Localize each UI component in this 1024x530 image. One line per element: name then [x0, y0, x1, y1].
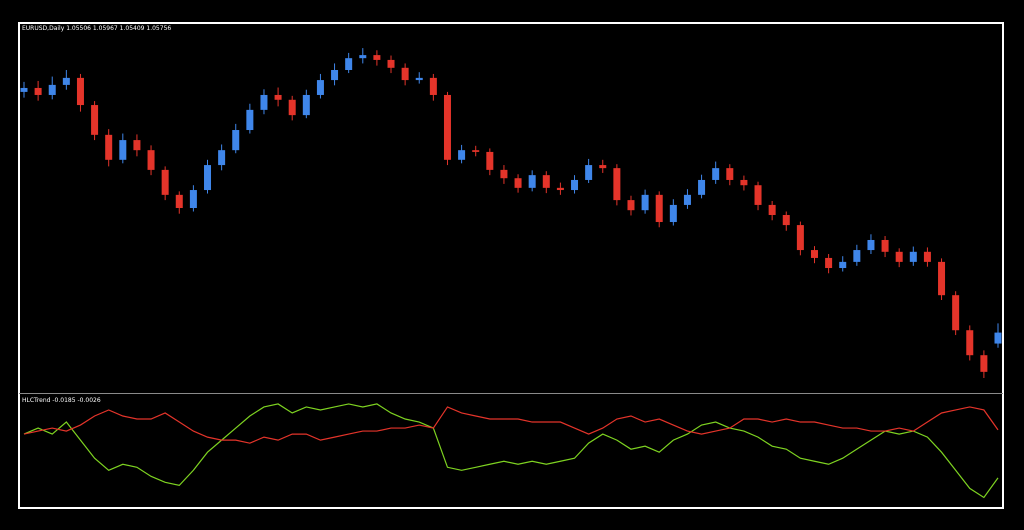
candle-body	[316, 80, 324, 95]
candle-body	[839, 261, 847, 269]
candle-body	[161, 169, 169, 195]
candle-body	[429, 77, 437, 95]
candle-body	[867, 239, 875, 251]
candle-body	[260, 94, 268, 110]
candle-body	[288, 99, 296, 116]
candle-body	[48, 84, 56, 95]
candle-body	[34, 87, 42, 95]
last-open: 1.05506	[66, 25, 91, 32]
candle-body	[655, 194, 663, 223]
candle-body	[302, 94, 310, 116]
candle-body	[246, 109, 254, 131]
candle-body	[938, 261, 946, 296]
candle-body	[613, 168, 621, 201]
candle-body	[599, 165, 607, 169]
candle-body	[726, 168, 734, 180]
candle-body	[556, 187, 564, 191]
candle-body	[232, 130, 240, 151]
candle-body	[443, 94, 451, 160]
indicator-header: HLCTrend -0.0185 -0.0026	[22, 397, 101, 404]
candle-body	[119, 140, 127, 160]
candle-body	[966, 330, 974, 356]
candle-body	[542, 175, 550, 188]
indicator-line	[23, 406, 999, 444]
candle-body	[712, 168, 720, 180]
candle-body	[740, 179, 748, 186]
candle-body	[62, 77, 70, 85]
candle-body	[175, 194, 183, 208]
candle-body	[528, 175, 536, 188]
candle-body	[571, 179, 579, 191]
candle-body	[669, 204, 677, 223]
candle-body	[373, 55, 381, 60]
candle-body	[274, 94, 282, 100]
candle-body	[768, 204, 776, 216]
candle-body	[923, 251, 931, 262]
candle-body	[627, 200, 635, 211]
candle-body	[331, 70, 339, 81]
candle-body	[994, 332, 1002, 344]
candle-body	[980, 355, 988, 372]
chart-frame	[18, 22, 1004, 509]
candle-body	[204, 165, 212, 191]
candle-body	[500, 169, 508, 179]
candle-body	[401, 67, 409, 81]
candle-body	[189, 190, 197, 208]
candle-body	[754, 185, 762, 205]
candle-body	[909, 251, 917, 262]
candle-body	[825, 257, 833, 269]
last-high: 1.05967	[93, 25, 118, 32]
candle-body	[514, 178, 522, 188]
candle-body	[91, 105, 99, 135]
candle-body	[810, 250, 818, 258]
candle-body	[895, 251, 903, 262]
candle-body	[133, 140, 141, 151]
candle-body	[472, 150, 480, 152]
candle-body	[698, 179, 706, 195]
last-low: 1.05409	[120, 25, 145, 32]
candle-body	[76, 77, 84, 106]
candle-body	[641, 194, 649, 211]
candle-body	[952, 295, 960, 331]
candle-body	[782, 215, 790, 226]
price-header: EURUSD,Daily 1.05506 1.05967 1.05409 1.0…	[22, 25, 171, 32]
last-close: 1.05756	[146, 25, 171, 32]
last-green: -0.0185	[52, 397, 75, 404]
candle-body	[218, 150, 226, 166]
candle-body	[359, 55, 367, 59]
candle-body	[683, 194, 691, 205]
last-red: -0.0026	[77, 397, 100, 404]
candle-body	[796, 225, 804, 251]
candle-body	[881, 239, 889, 252]
indicator-title: HLCTrend	[22, 397, 51, 404]
candle-body	[147, 150, 155, 170]
candle-body	[387, 59, 395, 68]
candle-body	[105, 134, 113, 160]
indicator-line	[23, 403, 999, 499]
candle-body	[853, 250, 861, 262]
candle-body	[415, 77, 423, 81]
candle-body	[20, 87, 28, 92]
candle-body	[345, 58, 353, 70]
candle-body	[458, 150, 466, 160]
chart-title: EURUSD,Daily	[22, 25, 65, 32]
candle-body	[585, 165, 593, 180]
candle-body	[486, 151, 494, 170]
